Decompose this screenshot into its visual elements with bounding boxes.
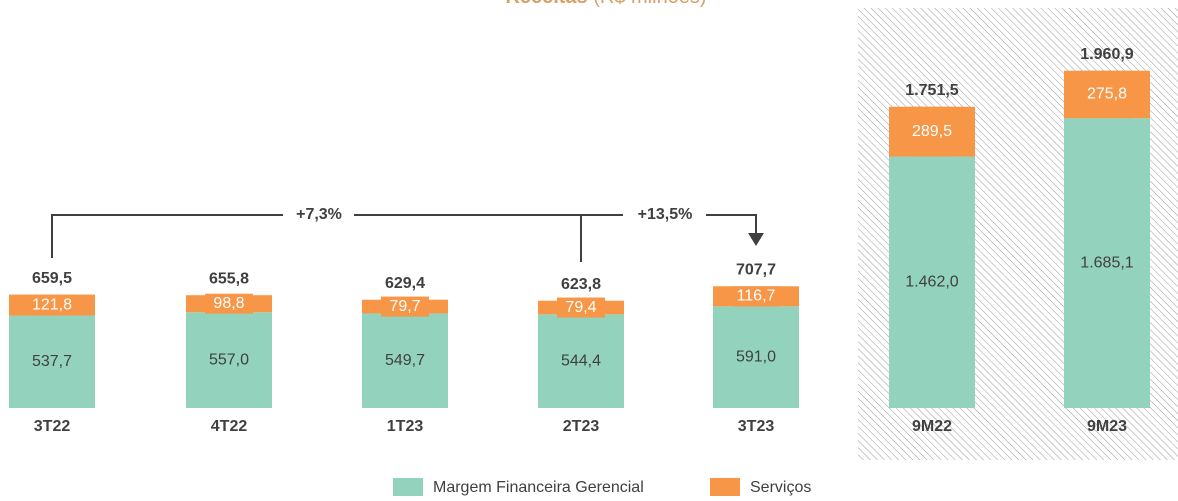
value-label: 116,7 bbox=[737, 288, 776, 305]
bar-segment bbox=[186, 312, 272, 408]
bracket-line bbox=[706, 214, 757, 236]
total-label: 655,8 bbox=[209, 270, 249, 287]
value-label: 98,8 bbox=[213, 295, 244, 312]
value-label: 275,8 bbox=[1087, 86, 1127, 103]
value-label: 591,0 bbox=[736, 348, 776, 365]
label-background bbox=[557, 297, 605, 318]
x-tick-label: 4T22 bbox=[211, 418, 248, 435]
total-label: 1.960,9 bbox=[1080, 46, 1133, 63]
chart-title: Receitas (R$ milhões) bbox=[505, 0, 706, 8]
x-tick-label: 9M23 bbox=[1087, 418, 1127, 435]
label-background bbox=[28, 294, 76, 316]
label-background bbox=[1083, 70, 1131, 119]
bar-segment bbox=[9, 315, 95, 408]
legend-swatch bbox=[710, 478, 740, 496]
value-label: 79,7 bbox=[389, 298, 420, 315]
value-label: 121,8 bbox=[32, 296, 72, 313]
bracket-line bbox=[51, 214, 283, 258]
annotation: +7,3% bbox=[296, 206, 342, 223]
value-label: 1.685,1 bbox=[1080, 254, 1133, 271]
title-main: Receitas bbox=[505, 0, 587, 8]
label-background bbox=[381, 296, 429, 317]
total-label: 1.751,5 bbox=[905, 82, 958, 99]
bar-segment bbox=[889, 156, 975, 408]
value-label: 557,0 bbox=[209, 351, 249, 368]
total-label: 707,7 bbox=[736, 261, 776, 278]
x-tick-label: 3T22 bbox=[34, 418, 71, 435]
bar-segment bbox=[713, 306, 799, 408]
legend-label: Serviços bbox=[750, 479, 811, 496]
total-label: 659,5 bbox=[32, 270, 72, 287]
annotation: +13,5% bbox=[638, 206, 693, 223]
total-label: 629,4 bbox=[385, 275, 425, 292]
bar-segment bbox=[362, 313, 448, 408]
value-label: 79,4 bbox=[565, 299, 596, 316]
legend-label: Margem Financeira Gerencial bbox=[433, 479, 644, 496]
title-unit: (R$ milhões) bbox=[593, 0, 706, 8]
value-label: 544,4 bbox=[561, 352, 601, 369]
value-label: 549,7 bbox=[385, 352, 425, 369]
growth-brackets bbox=[51, 214, 757, 262]
value-label: 1.462,0 bbox=[905, 273, 958, 290]
label-background bbox=[908, 106, 956, 157]
x-tick-label: 2T23 bbox=[563, 418, 600, 435]
x-tick-label: 9M22 bbox=[912, 418, 952, 435]
label-background bbox=[205, 293, 253, 314]
value-label: 537,7 bbox=[32, 353, 72, 370]
legend-swatch bbox=[393, 478, 423, 496]
value-label: 289,5 bbox=[912, 123, 952, 140]
total-label: 623,8 bbox=[561, 276, 601, 293]
label-background bbox=[732, 286, 780, 307]
bar-segment bbox=[1064, 118, 1150, 408]
bar-segment bbox=[538, 314, 624, 408]
arrow-head bbox=[748, 233, 764, 246]
x-tick-label: 1T23 bbox=[387, 418, 424, 435]
x-tick-label: 3T23 bbox=[738, 418, 775, 435]
